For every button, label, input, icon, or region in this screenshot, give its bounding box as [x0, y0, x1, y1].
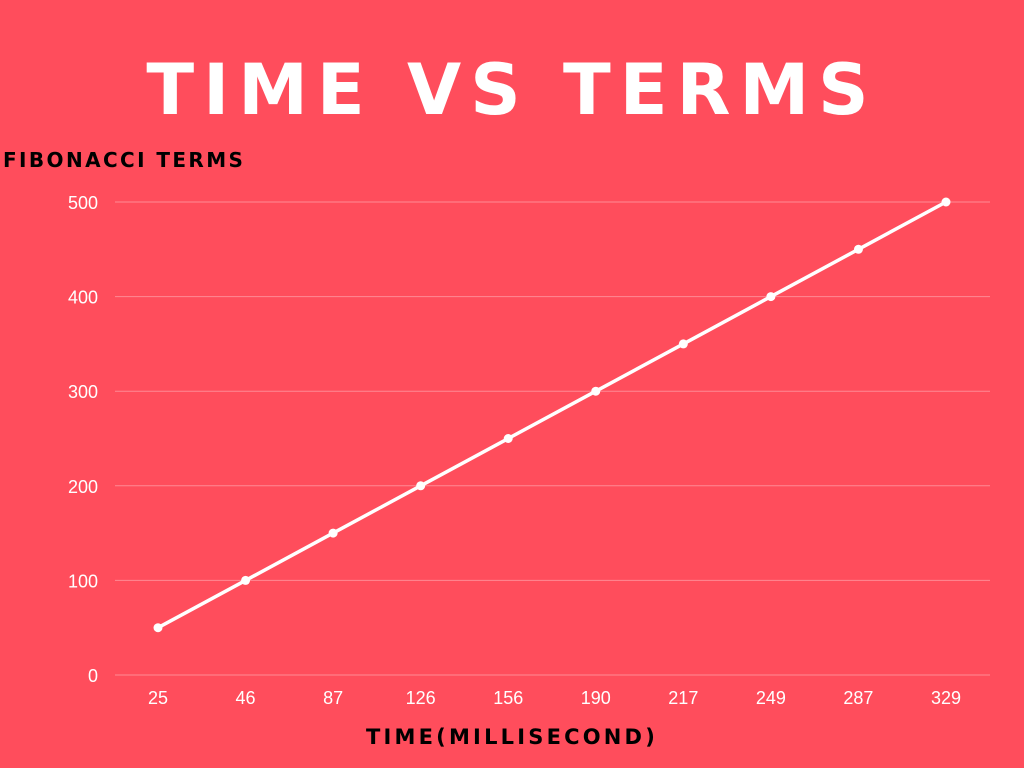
x-tick-label: 87 [323, 688, 343, 708]
x-axis-title: TIME(MILLISECOND) [365, 725, 658, 749]
x-tick-label: 287 [843, 688, 873, 708]
data-point [416, 481, 426, 491]
series-line [156, 200, 948, 630]
data-point [853, 244, 863, 254]
x-tick-label: 249 [756, 688, 786, 708]
data-point [503, 434, 513, 443]
x-tick-label: 156 [493, 688, 523, 708]
y-axis-ticks: 0 100 200 300 400 500 [68, 193, 98, 686]
x-tick-label: 126 [406, 688, 436, 708]
data-point [941, 197, 951, 207]
y-tick-label: 500 [68, 193, 98, 213]
data-point [591, 386, 601, 396]
gridlines [115, 201, 990, 676]
x-tick-label: 46 [236, 688, 256, 708]
y-tick-label: 100 [68, 571, 98, 591]
x-tick-label: 217 [668, 688, 698, 708]
data-point [153, 623, 163, 633]
y-tick-label: 300 [68, 382, 98, 402]
data-point [241, 575, 251, 585]
data-point [328, 528, 338, 538]
y-axis-title: FIBONACCI TERMS [3, 148, 246, 172]
data-point [766, 292, 776, 302]
x-tick-label: 329 [931, 688, 961, 708]
y-tick-label: 0 [88, 666, 98, 686]
series-points [153, 197, 951, 633]
series-line-group [156, 200, 948, 630]
x-tick-label: 190 [581, 688, 611, 708]
data-point [678, 339, 688, 349]
y-tick-label: 400 [68, 288, 98, 308]
x-axis-ticks: 25 46 87 126 156 190 217 249 287 329 [148, 688, 961, 708]
chart-title: TIME VS TERMS [146, 49, 878, 131]
x-tick-label: 25 [148, 688, 168, 708]
y-tick-label: 200 [68, 477, 98, 497]
